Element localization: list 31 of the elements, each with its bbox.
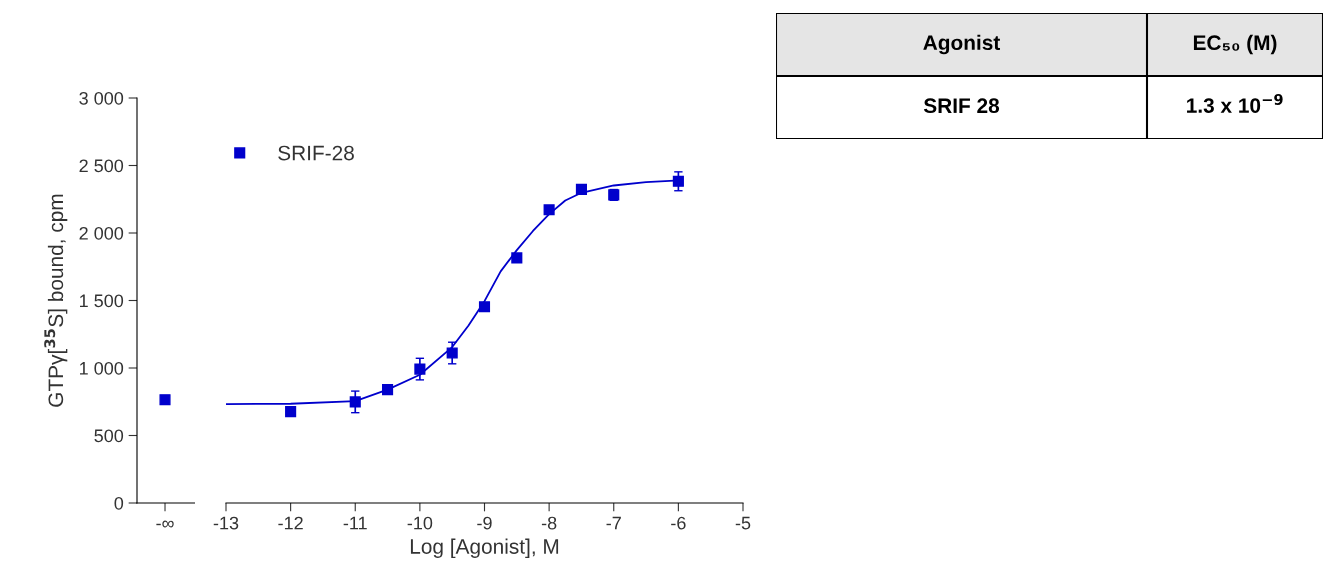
y-axis-title: GTPγ[$^{35}$S] bound, cpm xyxy=(44,194,68,407)
x-tick-label: -12 xyxy=(278,516,303,530)
text: EC₅₀ (M) xyxy=(1193,34,1277,55)
text: SRIF 28 xyxy=(923,98,1000,114)
point xyxy=(285,406,297,418)
x-tick-label: -10 xyxy=(407,516,433,530)
point xyxy=(672,175,684,187)
text: 1.3 x 10$^{−9}$ xyxy=(1187,93,1283,113)
x-tick-label: -5 xyxy=(735,516,751,530)
x-tick-label: -13 xyxy=(213,516,239,530)
point xyxy=(382,384,394,396)
point xyxy=(478,301,491,313)
x-tick-label: -8 xyxy=(541,516,557,530)
text: Agonist xyxy=(923,34,1001,55)
point xyxy=(575,183,587,195)
y-tick-label: 0 xyxy=(114,496,124,510)
point xyxy=(511,252,523,264)
x-tick-label: -∞ xyxy=(156,520,174,528)
x-axis-title: Log [Agonist], M xyxy=(410,538,559,558)
y-tick-label: 2 500 xyxy=(79,159,124,173)
legend-label: SRIF-28 xyxy=(278,145,354,161)
x-tick-label: -11 xyxy=(343,516,367,530)
x-tick-label: -7 xyxy=(606,516,621,530)
y-tick-label: 2 000 xyxy=(79,226,124,240)
point xyxy=(543,204,555,216)
x-tick-label: -6 xyxy=(671,516,686,530)
y-tick-label: 1 500 xyxy=(80,294,124,308)
y-tick-label: 500 xyxy=(94,429,124,443)
y-tick-label: 1 000 xyxy=(80,361,124,375)
y-tick-label: 3 000 xyxy=(79,91,124,105)
x-tick-label: -9 xyxy=(477,516,492,530)
